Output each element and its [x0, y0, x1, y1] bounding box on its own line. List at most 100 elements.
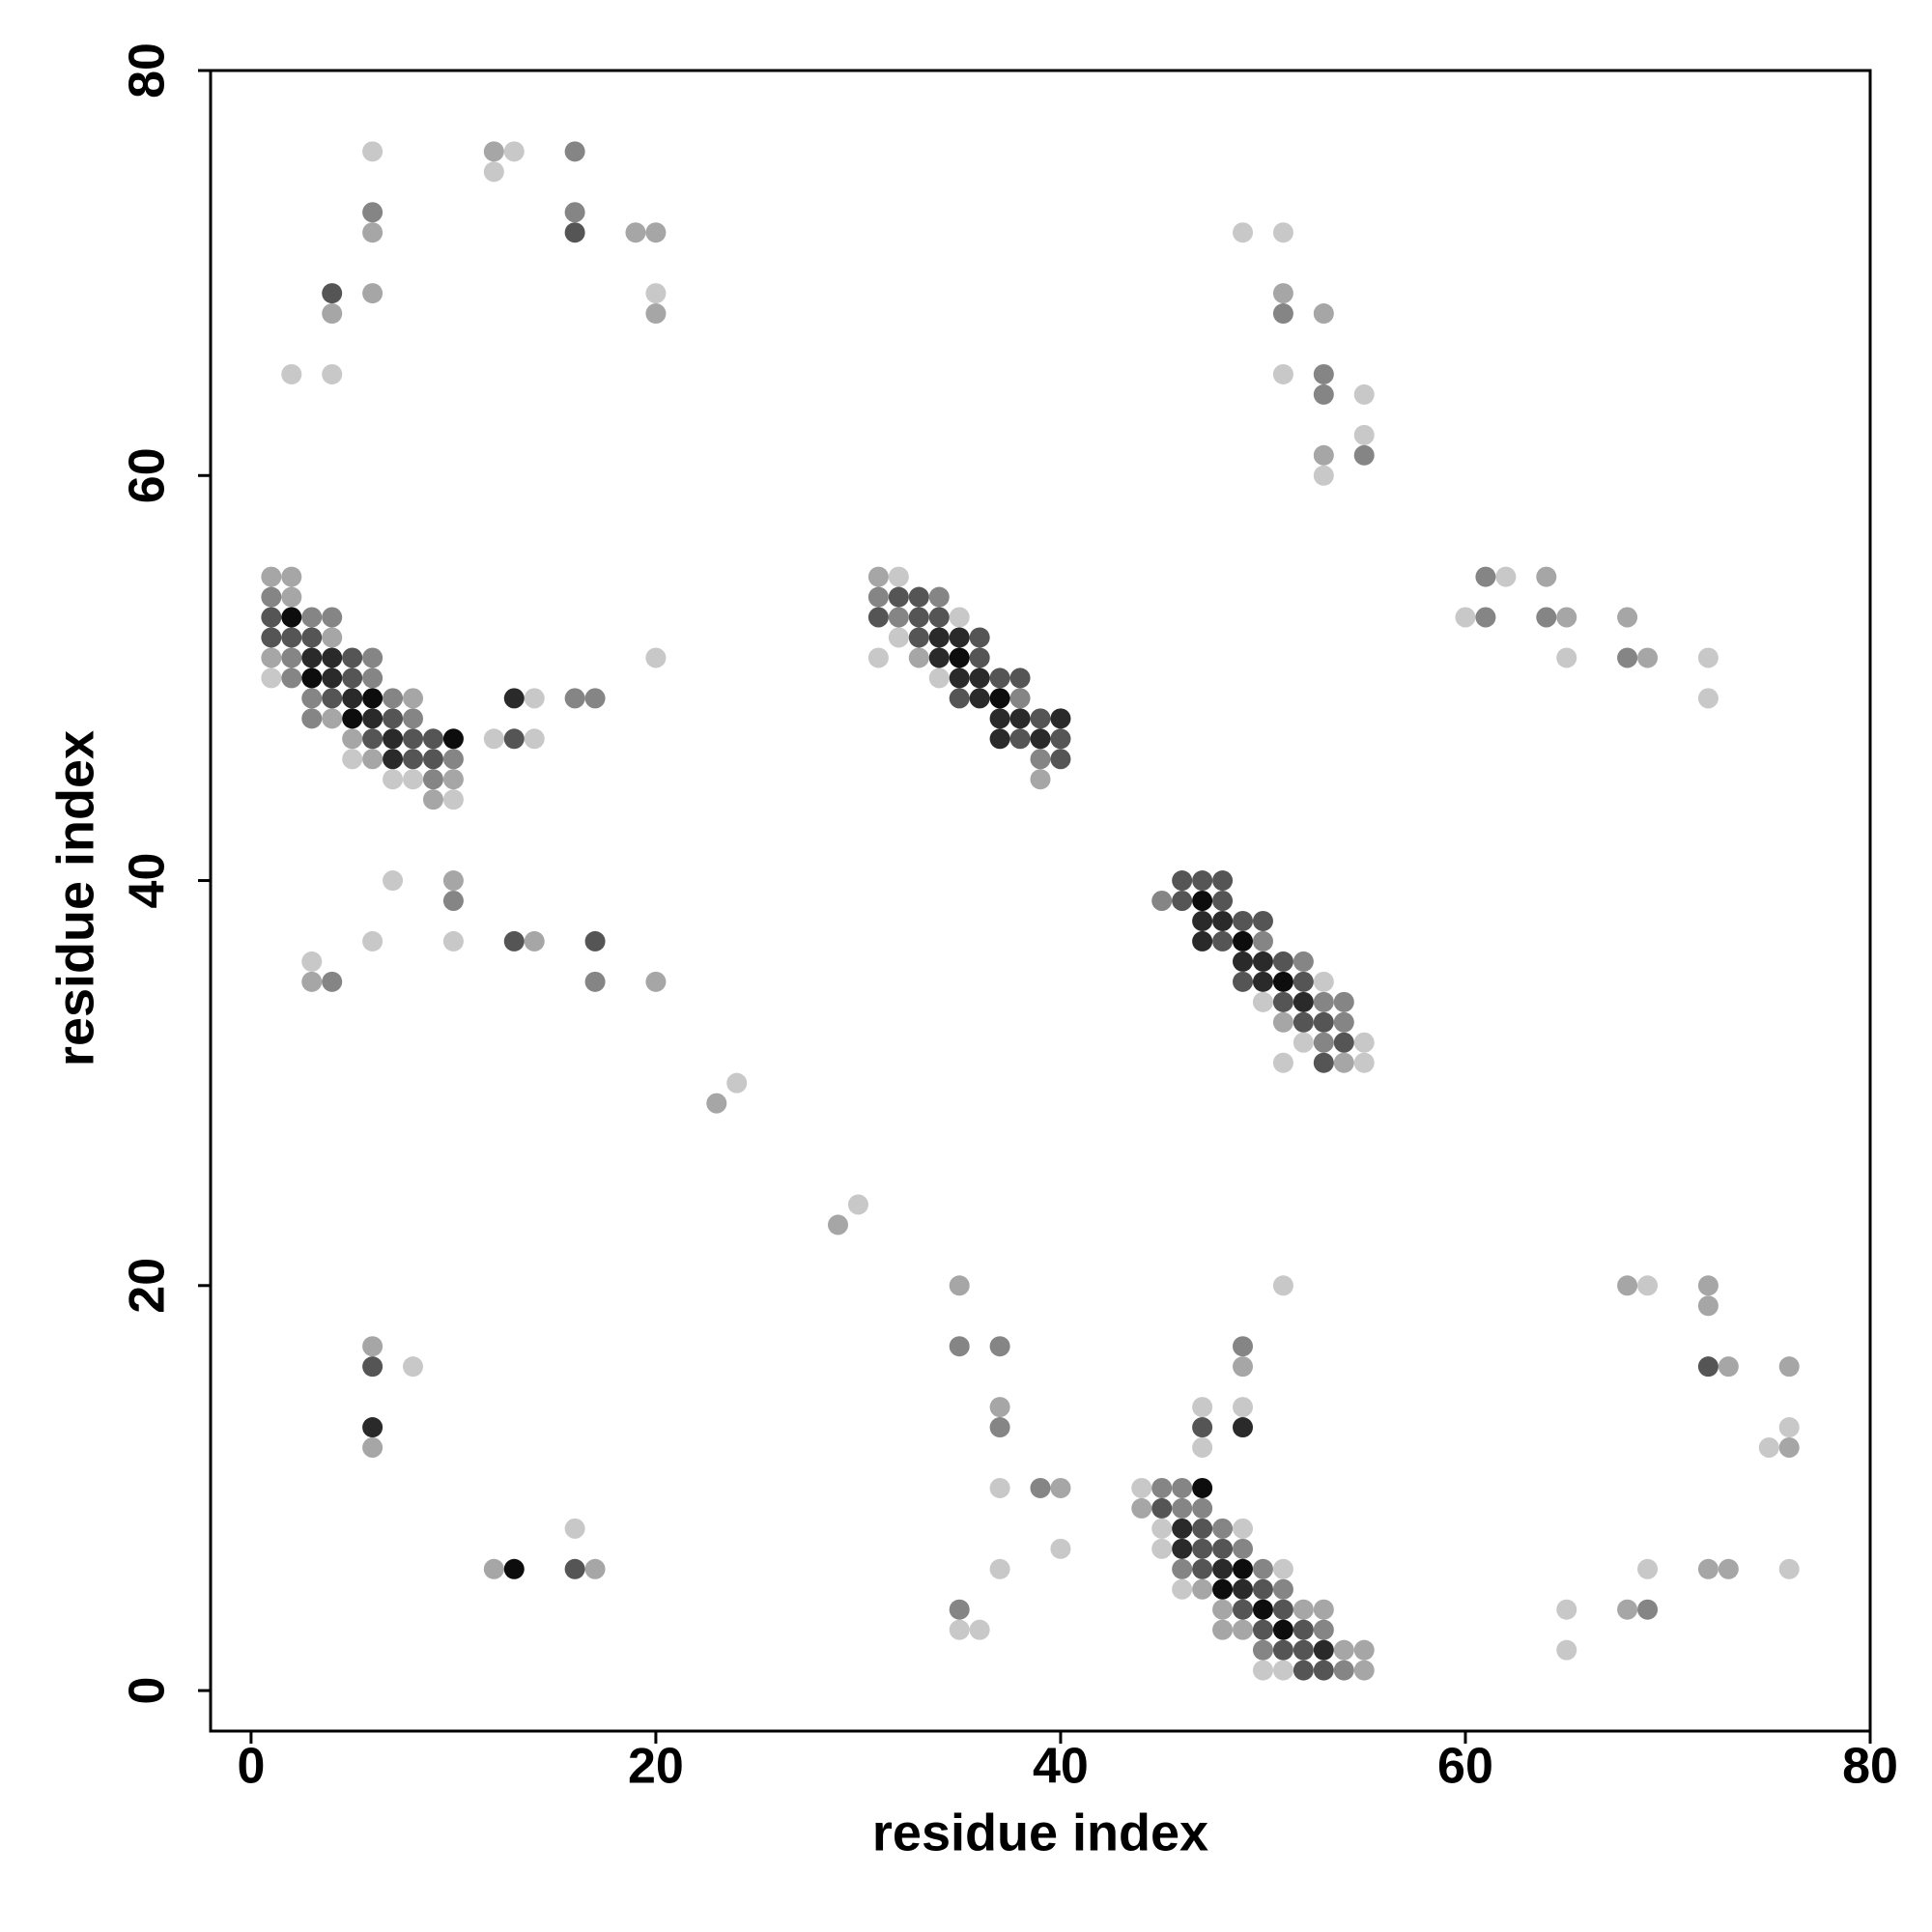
point	[1212, 1518, 1234, 1539]
point	[1272, 303, 1293, 325]
point	[342, 749, 363, 770]
point	[1697, 688, 1719, 709]
point	[645, 222, 667, 243]
point	[867, 586, 889, 608]
point	[1192, 1518, 1213, 1539]
y-tick-label: 20	[120, 1258, 176, 1314]
point	[483, 141, 504, 162]
point	[645, 971, 667, 992]
point	[1617, 607, 1638, 628]
point	[867, 566, 889, 587]
point	[261, 668, 282, 689]
point	[362, 1336, 384, 1357]
point	[888, 586, 909, 608]
point	[989, 708, 1010, 729]
point	[1718, 1356, 1739, 1378]
point	[1697, 1295, 1719, 1317]
point	[442, 789, 464, 810]
point	[1313, 384, 1334, 405]
point	[1172, 1558, 1193, 1579]
point	[888, 627, 909, 648]
point	[1192, 1558, 1213, 1579]
point	[1272, 1275, 1293, 1296]
point	[362, 283, 384, 304]
point	[1313, 1619, 1334, 1640]
point	[564, 222, 585, 243]
point	[1778, 1356, 1800, 1378]
point	[1212, 891, 1234, 911]
point	[1252, 991, 1273, 1012]
point	[403, 688, 424, 709]
point	[1617, 1599, 1638, 1620]
point	[1172, 1497, 1193, 1519]
point	[1475, 566, 1496, 587]
point	[1131, 1477, 1152, 1498]
point	[1252, 1558, 1273, 1579]
point	[1009, 728, 1031, 750]
point	[706, 1093, 727, 1114]
point	[989, 1336, 1010, 1357]
point	[1233, 222, 1254, 243]
point	[422, 789, 443, 810]
point	[989, 1558, 1010, 1579]
x-tick-label: 60	[1437, 1739, 1493, 1795]
point	[1455, 607, 1476, 628]
point	[1333, 1639, 1354, 1661]
point	[949, 647, 970, 668]
point	[1212, 1558, 1234, 1579]
point	[969, 647, 990, 668]
point	[949, 627, 970, 648]
point	[1556, 647, 1577, 668]
point	[1172, 870, 1193, 892]
point	[1293, 1619, 1314, 1640]
point	[261, 566, 282, 587]
point	[989, 1477, 1010, 1498]
point	[1293, 991, 1314, 1012]
point	[867, 607, 889, 628]
point	[422, 749, 443, 770]
point	[362, 1417, 384, 1438]
point	[503, 728, 525, 750]
point	[442, 870, 464, 892]
point	[442, 930, 464, 952]
point	[1233, 1397, 1254, 1418]
point	[645, 283, 667, 304]
point	[1192, 930, 1213, 952]
point	[1050, 1477, 1071, 1498]
point	[362, 647, 384, 668]
point	[1272, 1599, 1293, 1620]
x-tick-label: 40	[1033, 1739, 1089, 1795]
x-tick-label: 80	[1842, 1739, 1898, 1795]
point	[261, 647, 282, 668]
point	[1252, 910, 1273, 931]
point	[1333, 1032, 1354, 1053]
point	[645, 303, 667, 325]
point	[1151, 1538, 1173, 1559]
point	[1030, 1477, 1051, 1498]
point	[726, 1072, 748, 1094]
point	[1293, 1011, 1314, 1033]
point	[1272, 991, 1293, 1012]
point	[1272, 1619, 1293, 1640]
point	[503, 930, 525, 952]
point	[1233, 1336, 1254, 1357]
point	[949, 1336, 970, 1357]
point	[1212, 1619, 1234, 1640]
point	[1192, 870, 1213, 892]
point	[362, 930, 384, 952]
point	[949, 1599, 970, 1620]
point	[1192, 891, 1213, 911]
point	[322, 971, 343, 992]
point	[1272, 971, 1293, 992]
point	[1697, 1275, 1719, 1296]
point	[1233, 1619, 1254, 1640]
point	[362, 728, 384, 750]
point	[1151, 891, 1173, 911]
point	[1151, 1497, 1173, 1519]
point	[301, 627, 323, 648]
point	[1536, 607, 1557, 628]
point	[1778, 1417, 1800, 1438]
point	[301, 708, 323, 729]
point	[1252, 951, 1273, 972]
point	[1192, 1397, 1213, 1418]
